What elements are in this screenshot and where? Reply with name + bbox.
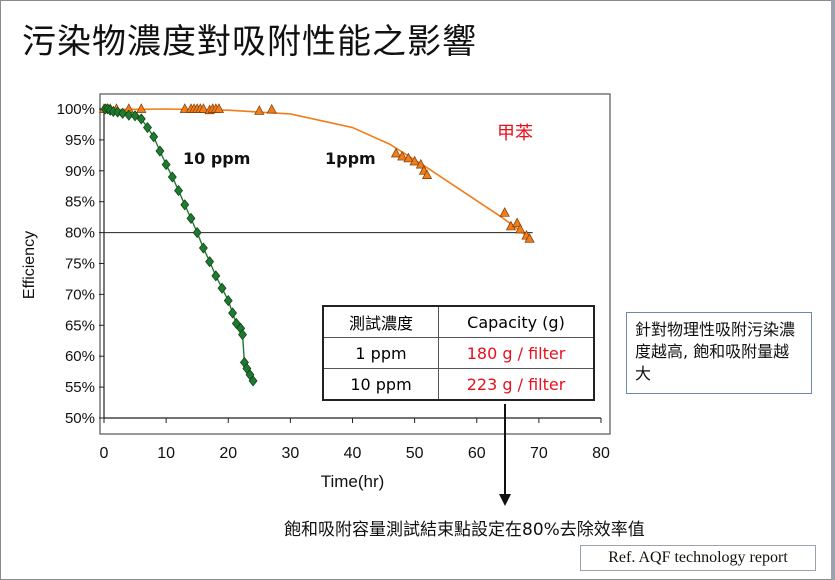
point-10ppm — [161, 159, 171, 171]
point-10ppm — [155, 145, 165, 157]
x-tick-label: 10 — [157, 445, 175, 462]
annotation-1ppm: 1ppm — [325, 149, 376, 168]
point-10ppm — [174, 185, 183, 197]
y-tick-label: 95% — [65, 132, 95, 149]
footnote: 飽和吸附容量測試結束點設定在80%去除效率值 — [284, 520, 645, 540]
y-ticks: 50% 55% 60% 65% 70% 75% 80% 85% 90% 95% 100% — [57, 101, 104, 427]
slide-right-edge — [831, 0, 835, 580]
cell-concentration: 10 ppm — [322, 368, 439, 401]
capacity-table: 測試濃度 Capacity (g) 1 ppm 180 g / filter 1… — [322, 305, 595, 401]
point-10ppm — [143, 121, 152, 134]
point-10ppm — [149, 131, 159, 143]
y-axis-label: Efficiency — [21, 231, 38, 299]
point-1ppm — [499, 207, 510, 217]
point-10ppm — [192, 227, 202, 239]
point-1ppm — [403, 152, 414, 163]
point-1ppm — [266, 103, 277, 114]
y-tick-label: 85% — [65, 194, 95, 211]
cell-capacity: 223 g / filter — [438, 368, 595, 401]
point-10ppm — [186, 212, 196, 224]
point-10ppm — [118, 107, 128, 119]
annotation-10ppm: 10 ppm — [183, 149, 250, 168]
point-1ppm — [397, 150, 408, 161]
point-10ppm — [223, 295, 233, 307]
x-tick-label: 60 — [468, 445, 486, 462]
point-1ppm — [136, 103, 147, 113]
point-10ppm — [238, 329, 247, 341]
series-layer — [98, 103, 535, 387]
x-tick-label: 30 — [281, 445, 299, 462]
point-10ppm — [130, 110, 140, 122]
y-tick-label: 90% — [65, 163, 95, 180]
point-1ppm — [415, 158, 426, 169]
point-1ppm — [198, 103, 209, 113]
cell-concentration: 1 ppm — [322, 337, 439, 369]
note-box: 針對物理性吸附污染濃度越高, 飽和吸附量越大 — [626, 312, 812, 394]
table-row: 10 ppm 223 g / filter — [322, 368, 595, 401]
point-1ppm — [390, 147, 402, 158]
point-10ppm — [136, 113, 146, 125]
y-tick-label: 75% — [65, 256, 95, 273]
annotation-toluene: 甲苯 — [497, 123, 533, 144]
y-tick-label: 70% — [65, 286, 95, 303]
page-title: 污染物濃度對吸附性能之影響 — [22, 22, 477, 62]
header-capacity: Capacity (g) — [438, 305, 595, 338]
point-10ppm — [217, 282, 227, 294]
x-tick-label: 70 — [530, 445, 548, 462]
y-tick-label: 65% — [65, 317, 95, 334]
header-concentration: 測試濃度 — [322, 305, 439, 338]
point-1ppm — [254, 105, 265, 115]
y-tick-label: 50% — [65, 410, 95, 427]
point-1ppm — [421, 169, 433, 179]
point-1ppm — [515, 223, 526, 234]
series-1ppm-trend-line — [103, 108, 527, 237]
y-tick-label: 60% — [65, 348, 95, 365]
x-tick-label: 20 — [219, 445, 237, 462]
point-1ppm — [409, 155, 420, 166]
x-ticks: 0 10 20 30 40 50 60 70 80 — [100, 418, 610, 462]
x-axis-label: Time(hr) — [321, 472, 385, 491]
point-10ppm — [211, 270, 221, 282]
point-10ppm — [198, 242, 208, 254]
point-1ppm — [524, 233, 535, 243]
point-10ppm — [180, 199, 190, 211]
arrow-head — [499, 494, 511, 506]
reference-box: Ref. AQF technology report — [580, 545, 816, 571]
y-tick-label: 55% — [65, 379, 95, 396]
point-10ppm — [205, 256, 215, 268]
point-10ppm — [228, 307, 238, 319]
table-row: 1 ppm 180 g / filter — [322, 337, 595, 369]
point-1ppm — [179, 103, 190, 113]
x-tick-label: 40 — [344, 445, 362, 462]
y-tick-label: 80% — [65, 225, 95, 242]
point-10ppm — [124, 109, 134, 121]
point-10ppm — [248, 375, 258, 387]
x-tick-label: 50 — [406, 445, 424, 462]
x-tick-label: 80 — [592, 445, 610, 462]
x-tick-label: 0 — [100, 445, 109, 462]
point-1ppm — [512, 217, 523, 228]
point-1ppm — [213, 103, 225, 113]
table-header-row: 測試濃度 Capacity (g) — [322, 305, 595, 338]
y-tick-label: 100% — [57, 101, 95, 118]
point-10ppm — [167, 171, 177, 183]
cell-capacity: 180 g / filter — [438, 337, 595, 369]
